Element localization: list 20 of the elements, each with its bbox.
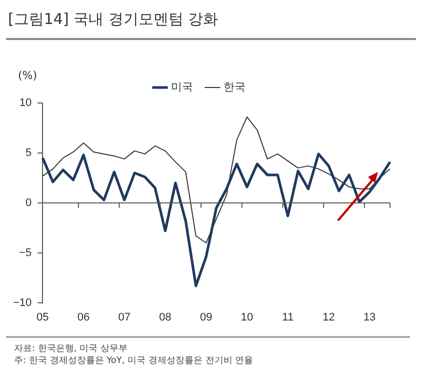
x-tick-label: 12 xyxy=(322,311,335,324)
x-tick-label: 13 xyxy=(363,311,376,324)
x-tick-label: 08 xyxy=(159,311,172,324)
y-axis-title: (%) xyxy=(18,68,38,82)
x-tick-label: 06 xyxy=(77,311,90,324)
x-tick-label: 10 xyxy=(240,311,254,324)
y-tick-label: 0 xyxy=(26,196,32,209)
legend-label: 미국 xyxy=(171,82,193,94)
y-tick-label: 10 xyxy=(19,97,32,110)
y-tick-label: −10 xyxy=(12,296,32,309)
x-tick-label: 11 xyxy=(282,311,294,324)
y-tick-label: 5 xyxy=(26,146,32,159)
y-tick-label: −5 xyxy=(19,246,32,259)
x-tick-label: 07 xyxy=(118,311,131,324)
text: 주: 한국 경제성장률은 YoY, 미국 경제성장률은 전기비 연율 xyxy=(14,355,254,367)
x-tick-label: 05 xyxy=(36,311,49,324)
x-tick-label: 09 xyxy=(200,311,212,324)
chart-title: [그림14] 국내 경기모멘텀 강화 xyxy=(8,10,218,29)
text: 자료: 한국은행, 미국 상무부 xyxy=(14,343,128,355)
legend-label: 한국 xyxy=(224,82,246,94)
